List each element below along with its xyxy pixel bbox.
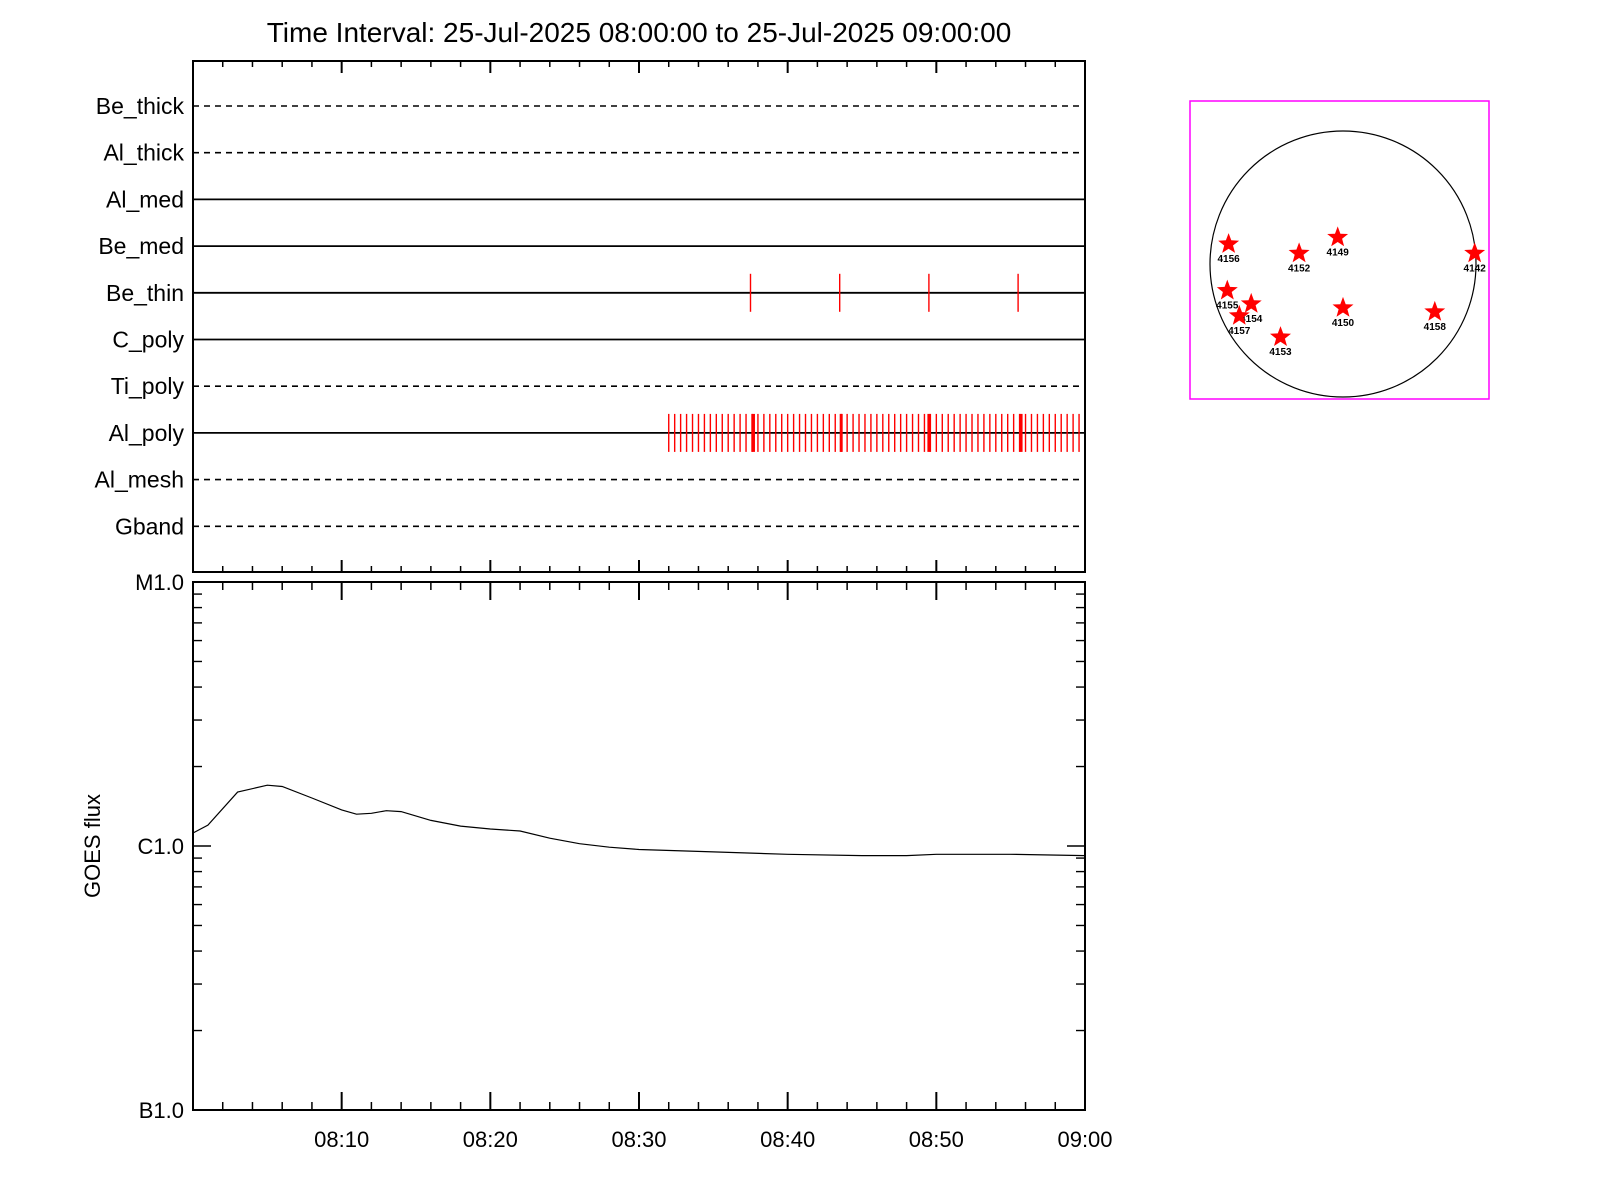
active-region-marker [1327, 226, 1349, 247]
goes-y-tick-label: M1.0 [135, 570, 184, 595]
goes-y-tick-label: C1.0 [138, 834, 184, 859]
goes-y-axis-label: GOES flux [80, 794, 105, 898]
filter-label-al_thick: Al_thick [103, 140, 184, 166]
active-region-label: 4150 [1332, 318, 1355, 329]
goes-y-tick-label: B1.0 [139, 1098, 184, 1123]
filter-panel: Be_thick Al_thick Al_med Be_med Be_thin C_pol… [95, 60, 1086, 573]
active-region-marker [1240, 292, 1262, 313]
x-tick-label: 08:30 [611, 1127, 666, 1152]
active-region-label: 4154 [1240, 314, 1263, 325]
active-region-label: 4153 [1269, 347, 1292, 358]
active-region-marker [1288, 242, 1310, 263]
x-tick-label: 09:00 [1057, 1127, 1112, 1152]
filter-label-be_thick: Be_thick [96, 93, 185, 119]
chart-title: Time Interval: 25-Jul-2025 08:00:00 to 2… [267, 17, 1012, 48]
filter-label-al_poly: Al_poly [109, 420, 185, 446]
goes-flux-line [192, 784, 1086, 857]
active-region-marker [1424, 300, 1446, 321]
x-tick-label: 08:10 [314, 1127, 369, 1152]
active-region-marker [1332, 296, 1354, 317]
sun-map-frame [1189, 100, 1490, 400]
filter-label-gband: Gband [115, 513, 184, 539]
filter-panel-frame [192, 60, 1086, 573]
filter-label-ti_poly: Ti_poly [111, 373, 185, 399]
solar-disk [1209, 130, 1477, 398]
goes-panel-frame [192, 581, 1086, 1111]
filter-label-be_med: Be_med [98, 233, 184, 259]
active-region-marker [1464, 242, 1486, 263]
active-region-label: 4156 [1217, 254, 1240, 265]
filter-label-al_med: Al_med [106, 186, 184, 212]
goes-panel: M1.0 C1.0 B1.0 08:10 08:20 08:30 08:40 08:50 09:… [80, 570, 1113, 1152]
active-region-label: 4155 [1216, 301, 1239, 312]
active-region-marker [1228, 304, 1250, 325]
active-region-label: 4149 [1327, 247, 1350, 258]
active-region-marker [1218, 233, 1240, 253]
x-tick-label: 08:50 [909, 1127, 964, 1152]
filter-label-c_poly: C_poly [112, 327, 184, 353]
active-region-marker [1270, 326, 1291, 346]
active-region-label: 4157 [1228, 326, 1251, 337]
x-tick-label: 08:20 [463, 1127, 518, 1152]
active-region-label: 4158 [1424, 322, 1447, 333]
active-region-label: 4152 [1288, 263, 1311, 274]
x-tick-label: 08:40 [760, 1127, 815, 1152]
filter-label-al_mesh: Al_mesh [95, 467, 184, 493]
active-region-label: 4142 [1464, 263, 1487, 274]
filter-label-be_thin: Be_thin [106, 280, 184, 306]
active-region-marker [1216, 279, 1238, 300]
